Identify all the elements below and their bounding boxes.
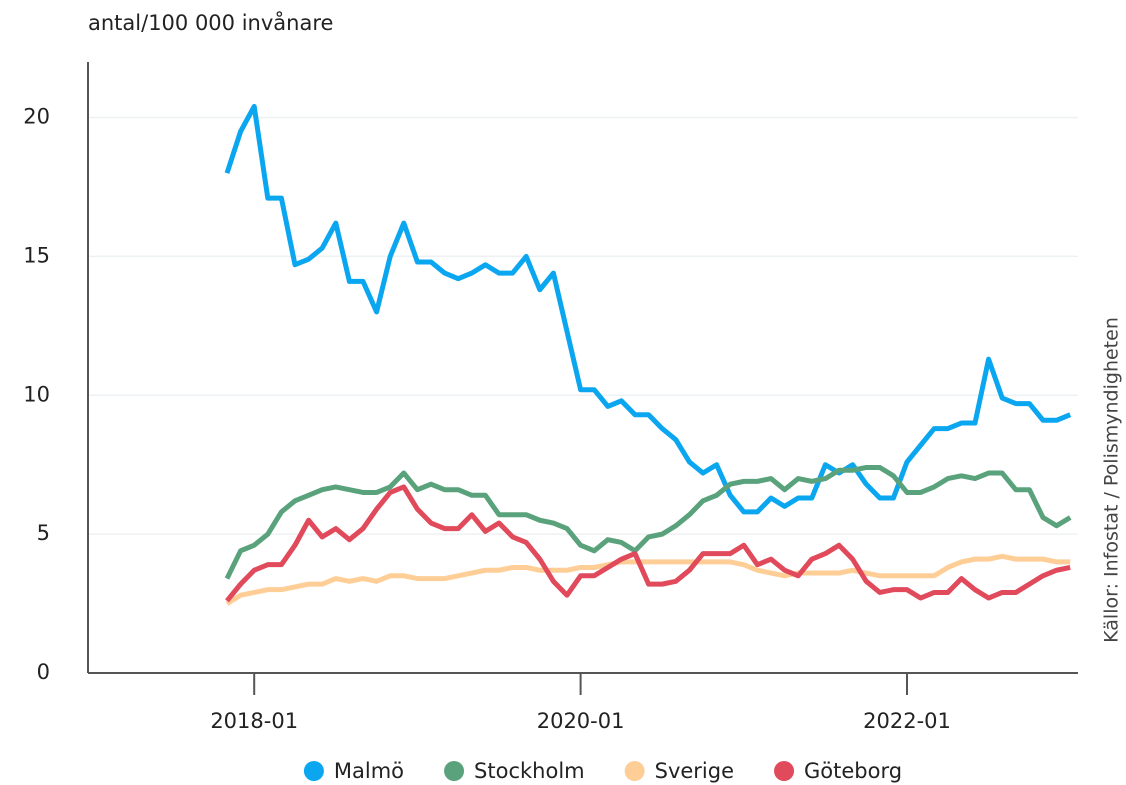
x-tick-label: 2020-01 — [537, 709, 625, 733]
y-tick-label: 10 — [23, 382, 50, 406]
legend-marker — [624, 761, 645, 781]
line-series — [225, 553, 1071, 606]
legend-marker — [774, 761, 795, 781]
legend-label: Malmö — [334, 759, 404, 783]
y-tick-label: 15 — [23, 243, 50, 267]
legend-label: Göteborg — [804, 759, 902, 783]
legend-label: Sverige — [655, 759, 734, 783]
y-tick-label: 0 — [37, 660, 50, 684]
y-tick-label: 20 — [23, 105, 50, 129]
legend-marker — [444, 761, 465, 781]
source: Källor: Infostat / Polismyndigheten — [1101, 317, 1123, 643]
line-series — [225, 484, 1071, 603]
y-axis-label: antal/100 000 invånare — [88, 10, 333, 35]
line-series — [224, 103, 1072, 515]
y-tick-label: 5 — [37, 521, 50, 545]
x-tick-label: 2018-01 — [210, 709, 298, 733]
line-series — [224, 464, 1072, 580]
legend-label: Stockholm — [474, 759, 585, 783]
x-tick-label: 2022-01 — [863, 709, 951, 733]
legend-marker — [303, 761, 324, 781]
